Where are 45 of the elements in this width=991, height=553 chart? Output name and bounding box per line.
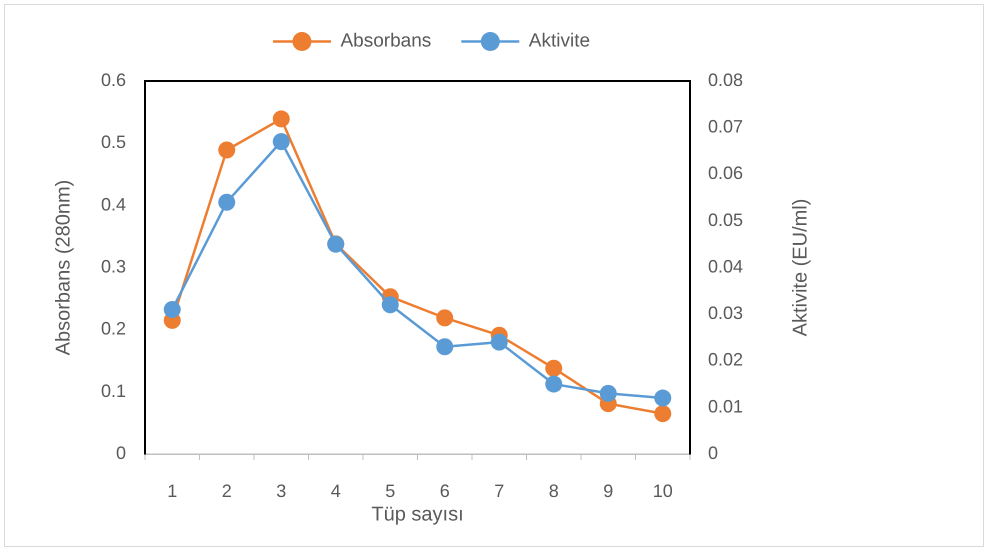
- y-tick-label: 0: [116, 442, 126, 463]
- y2-tick-label: 0: [708, 442, 718, 463]
- point: [272, 133, 290, 150]
- x-tick-label: 10: [652, 480, 673, 501]
- point: [654, 390, 672, 407]
- x-tick-label: 7: [494, 480, 504, 501]
- point: [545, 360, 562, 377]
- point: [218, 194, 236, 211]
- x-tick-label: 5: [385, 480, 396, 501]
- y-tick-label: 0.1: [100, 380, 126, 401]
- point: [490, 334, 508, 351]
- point: [654, 405, 672, 422]
- y2-axis-title: Aktivite (EU/ml): [790, 198, 812, 336]
- y2-tick-label: 0.03: [708, 303, 744, 324]
- point: [600, 384, 617, 402]
- y2-tick-label: 0.04: [708, 256, 744, 276]
- x-tick-label: 1: [167, 480, 178, 501]
- x-tick-label: 4: [330, 480, 341, 501]
- point: [218, 142, 236, 159]
- y2-tick-label: 0.06: [708, 163, 744, 184]
- y-tick-label: 0.2: [100, 318, 126, 339]
- x-axis-title: Tüp sayısı: [371, 504, 464, 526]
- x-tick-label: 8: [548, 480, 559, 501]
- y2-tick-label: 0.08: [708, 70, 744, 90]
- y2-tick-label: 0.01: [708, 396, 744, 416]
- point: [545, 376, 562, 393]
- point: [436, 338, 454, 356]
- x-tick-label: 3: [276, 480, 286, 501]
- y-tick-label: 0.4: [100, 194, 126, 214]
- y-tick-label: 0.3: [100, 256, 126, 276]
- y2-tick-label: 0.07: [708, 116, 744, 137]
- y-tick-label: 0.6: [100, 70, 126, 90]
- point: [436, 309, 454, 326]
- x-tick-label: 2: [222, 480, 232, 501]
- x-tick-label: 6: [440, 480, 450, 501]
- y2-tick-label: 0.05: [708, 210, 744, 230]
- x-tick-label: 9: [603, 480, 614, 501]
- legend-label: Aktivite: [528, 30, 590, 52]
- legend-label: Absorbans: [340, 30, 432, 52]
- y2-tick-label: 0.02: [708, 350, 744, 370]
- point: [164, 300, 181, 318]
- point: [272, 110, 290, 128]
- point: [382, 296, 399, 314]
- y-tick-label: 0.5: [100, 132, 126, 152]
- y-axis-title: Absorbans (280nm): [52, 180, 75, 356]
